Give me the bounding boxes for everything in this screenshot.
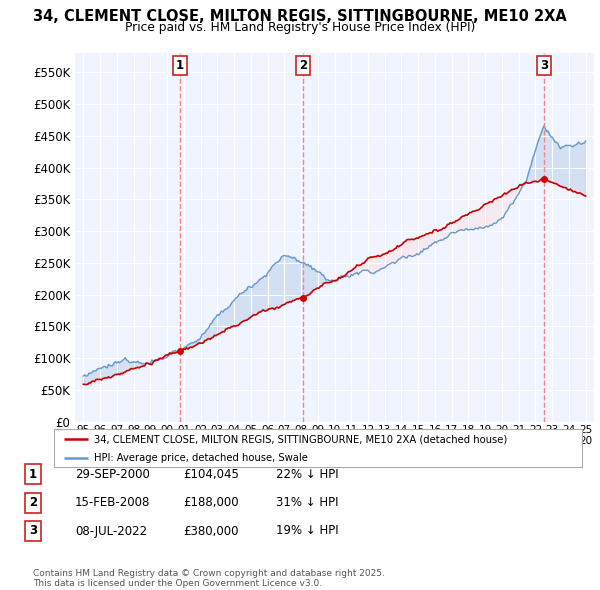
Text: 31% ↓ HPI: 31% ↓ HPI <box>276 496 338 509</box>
Text: 3: 3 <box>29 525 37 537</box>
Text: 34, CLEMENT CLOSE, MILTON REGIS, SITTINGBOURNE, ME10 2XA: 34, CLEMENT CLOSE, MILTON REGIS, SITTING… <box>33 9 567 24</box>
Text: 1: 1 <box>29 468 37 481</box>
Text: 15-FEB-2008: 15-FEB-2008 <box>75 496 151 509</box>
Text: 08-JUL-2022: 08-JUL-2022 <box>75 525 147 537</box>
Text: £188,000: £188,000 <box>183 496 239 509</box>
Text: 2: 2 <box>29 496 37 509</box>
Text: £104,045: £104,045 <box>183 468 239 481</box>
Text: 29-SEP-2000: 29-SEP-2000 <box>75 468 150 481</box>
Text: £380,000: £380,000 <box>183 525 239 537</box>
Text: Contains HM Land Registry data © Crown copyright and database right 2025.
This d: Contains HM Land Registry data © Crown c… <box>33 569 385 588</box>
Text: 3: 3 <box>540 58 548 71</box>
Text: 19% ↓ HPI: 19% ↓ HPI <box>276 525 338 537</box>
Text: 1: 1 <box>176 58 184 71</box>
Text: 34, CLEMENT CLOSE, MILTON REGIS, SITTINGBOURNE, ME10 2XA (detached house): 34, CLEMENT CLOSE, MILTON REGIS, SITTING… <box>94 434 507 444</box>
Text: Price paid vs. HM Land Registry's House Price Index (HPI): Price paid vs. HM Land Registry's House … <box>125 21 475 34</box>
Text: 2: 2 <box>299 58 307 71</box>
Text: HPI: Average price, detached house, Swale: HPI: Average price, detached house, Swal… <box>94 453 307 463</box>
Text: 22% ↓ HPI: 22% ↓ HPI <box>276 468 338 481</box>
